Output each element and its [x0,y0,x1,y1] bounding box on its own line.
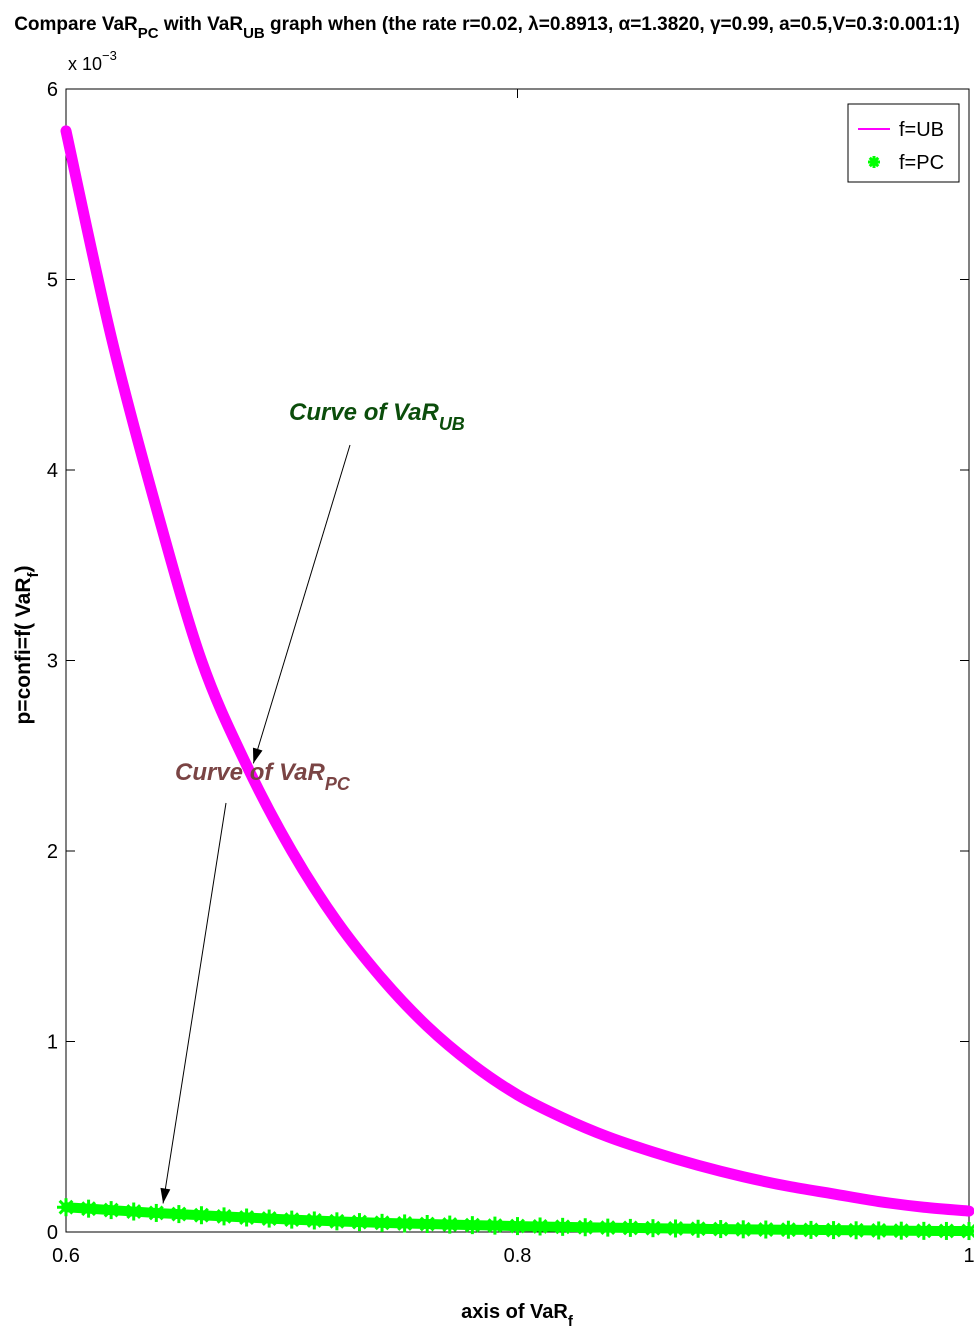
axis-ticks [65,88,970,1233]
legend-marker [868,156,880,168]
y-axis-label: p=confi=f( VaRf) [12,565,42,724]
data-point [779,1220,798,1239]
data-point [847,1221,866,1240]
data-point [260,1209,279,1228]
legend-label: f=PC [899,152,944,174]
plot-area [65,88,970,1233]
data-point [824,1221,843,1240]
y-tick-label: 3 [47,651,58,673]
data-point [215,1207,234,1226]
chart-title: Compare VaRPC with VaRUB graph when (the… [14,14,960,42]
data-point [666,1219,685,1238]
legend-label: f=UB [899,119,944,141]
data-point [734,1220,753,1239]
data-point [169,1205,188,1224]
data-point [350,1213,369,1232]
data-point [643,1219,662,1238]
annotation-arrowhead [160,1187,171,1204]
series-line [60,125,974,1217]
data-point [508,1217,527,1236]
annotation-arrowhead [252,747,263,764]
x-axis-label: axis of VaRf [461,1301,574,1330]
data-point [756,1220,775,1239]
data-point [914,1221,933,1240]
data-point [463,1216,482,1235]
series-f=PC [57,1198,974,1241]
data-point [237,1208,256,1227]
data-point [937,1221,956,1240]
data-point [327,1212,346,1231]
data-point [102,1201,121,1220]
data-point [373,1213,392,1232]
axis-tick-labels: 0.6 0.8 1 0 1 2 3 4 5 6 [47,79,974,1267]
data-point [892,1221,911,1240]
data-point [621,1218,640,1237]
y-multiplier: x 10−3 [68,48,117,74]
data-point [305,1211,324,1230]
data-point [147,1203,166,1222]
data-point [598,1218,617,1237]
data-point [57,1198,75,1217]
annotation-label: Curve of VaRPC [175,759,351,794]
y-tick-label: 1 [47,1032,58,1054]
data-point [711,1220,730,1239]
x-tick-label: 1 [963,1245,974,1267]
series-f=UB [60,125,974,1217]
series-layer [57,125,974,1241]
annotation-arrow [162,802,227,1204]
data-point [440,1215,459,1234]
data-point [576,1218,595,1237]
legend-item: f=PC [868,152,944,174]
annotation-layer: Curve of VaRUB Curve of VaRPC [160,399,465,1204]
data-point [418,1214,437,1233]
data-point [689,1219,708,1238]
x-tick-label: 0.6 [52,1245,80,1267]
annotation-label: Curve of VaRUB [289,399,465,434]
y-tick-label: 5 [47,270,58,292]
y-tick-label: 2 [47,841,58,863]
data-point [192,1206,211,1225]
annotation-arrow [252,444,351,764]
data-point [395,1214,414,1233]
y-tick-label: 4 [47,460,58,482]
legend-box [847,103,960,183]
data-point [960,1222,974,1241]
svg-text:x 10−3: x 10−3 [68,48,117,74]
y-tick-label: 0 [47,1222,58,1244]
legend: f=UB f=PC [847,103,960,183]
x-tick-label: 0.8 [504,1245,532,1267]
data-point [124,1202,143,1221]
data-point [531,1217,550,1236]
legend-item: f=UB [858,119,944,141]
data-point [79,1199,98,1218]
data-point [869,1221,888,1240]
y-tick-label: 6 [47,79,58,101]
data-point [485,1216,504,1235]
data-point [553,1217,572,1236]
data-point [801,1220,820,1239]
data-point [282,1210,301,1229]
